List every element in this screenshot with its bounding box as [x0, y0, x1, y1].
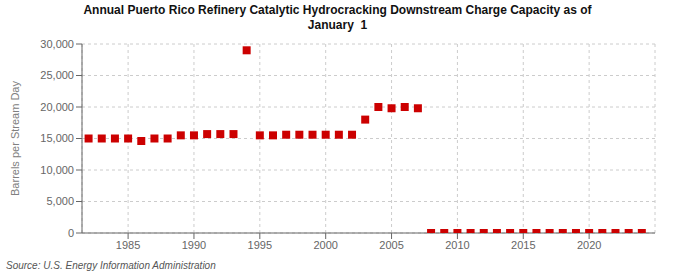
svg-text:5,000: 5,000	[46, 195, 74, 207]
svg-text:1985: 1985	[116, 239, 140, 251]
svg-text:1990: 1990	[182, 239, 206, 251]
svg-text:2000: 2000	[313, 239, 337, 251]
svg-text:10,000: 10,000	[40, 164, 74, 176]
svg-text:0: 0	[68, 227, 74, 239]
svg-text:20,000: 20,000	[40, 101, 74, 113]
svg-text:30,000: 30,000	[40, 38, 74, 50]
svg-text:15,000: 15,000	[40, 132, 74, 144]
svg-text:2010: 2010	[445, 239, 469, 251]
html-text:January 1: January 1	[307, 18, 368, 32]
svg-text:2020: 2020	[577, 239, 601, 251]
svg-text:Barrels per Stream Day: Barrels per Stream Day	[9, 81, 21, 196]
html-text:Annual Puerto Rico Refinery Ca: Annual Puerto Rico Refinery Catalytic Hy…	[83, 3, 592, 17]
svg-text:25,000: 25,000	[40, 69, 74, 81]
svg-text:2015: 2015	[511, 239, 535, 251]
html-text:Source: U.S. Energy Informatio: Source: U.S. Energy Information Administ…	[6, 260, 216, 271]
svg-text:2005: 2005	[379, 239, 403, 251]
svg-text:1995: 1995	[248, 239, 272, 251]
